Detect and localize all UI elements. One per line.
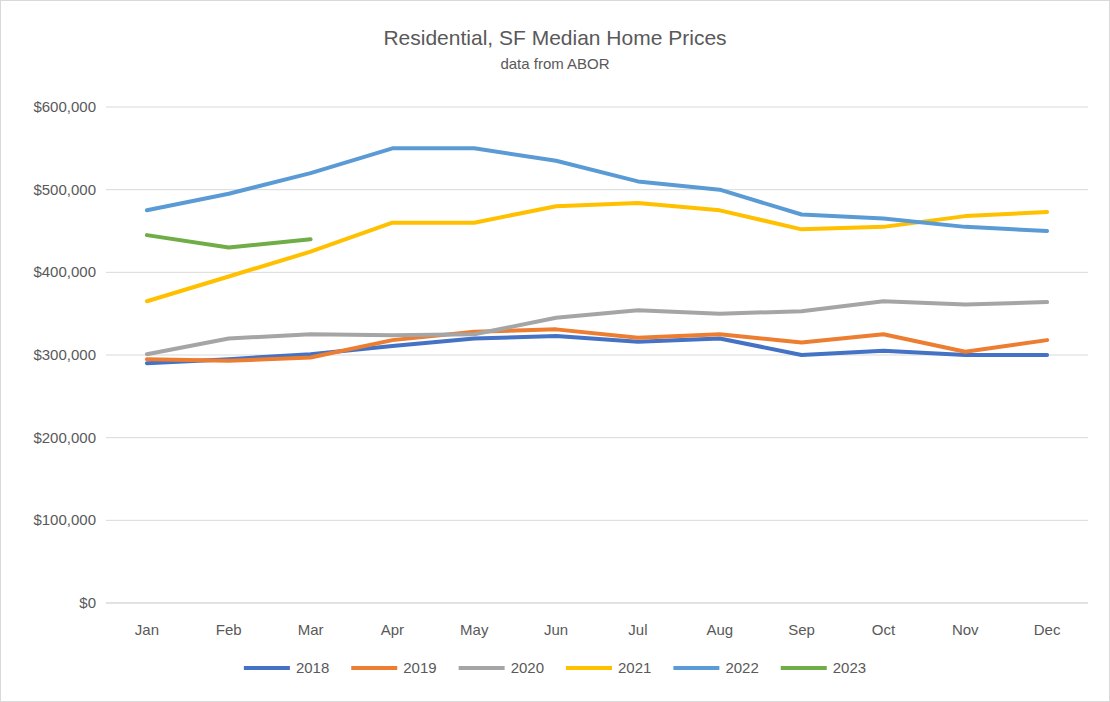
x-tick-label: Apr bbox=[381, 621, 404, 638]
x-axis-line bbox=[106, 603, 1088, 604]
series-line bbox=[147, 301, 1047, 354]
y-tick-label: $100,000 bbox=[33, 511, 96, 528]
x-tick-label: Jun bbox=[544, 621, 568, 638]
y-tick-label: $400,000 bbox=[33, 263, 96, 280]
chart-frame bbox=[1, 1, 1110, 702]
legend-item: 2018 bbox=[244, 659, 329, 676]
series-line bbox=[147, 148, 1047, 231]
subtitle: data from ABOR bbox=[500, 55, 609, 72]
x-tick-label: Mar bbox=[298, 621, 324, 638]
legend-swatch bbox=[351, 666, 397, 670]
legend-swatch bbox=[781, 666, 827, 670]
series-line bbox=[147, 235, 311, 247]
x-tick-label: Jul bbox=[628, 621, 647, 638]
legend-item: 2022 bbox=[673, 659, 758, 676]
legend-label: 2018 bbox=[296, 659, 329, 676]
legend-item: 2021 bbox=[566, 659, 651, 676]
legend-item: 2019 bbox=[351, 659, 436, 676]
plot-area bbox=[147, 148, 1047, 363]
grid-line bbox=[106, 437, 1088, 438]
legend-label: 2021 bbox=[618, 659, 651, 676]
x-tick-label: Sep bbox=[788, 621, 815, 638]
x-tick-label: Jan bbox=[135, 621, 159, 638]
grid-line bbox=[106, 272, 1088, 273]
legend-label: 2020 bbox=[511, 659, 544, 676]
grid-line bbox=[106, 107, 1088, 108]
legend-swatch bbox=[566, 666, 612, 670]
legend-label: 2019 bbox=[403, 659, 436, 676]
grid bbox=[106, 107, 1088, 603]
y-tick-label: $500,000 bbox=[33, 181, 96, 198]
grid-line bbox=[106, 520, 1088, 521]
legend: 2018 2019 2020 2021 2022 2023 bbox=[244, 659, 866, 676]
legend-label: 2023 bbox=[833, 659, 866, 676]
y-tick-label: $0 bbox=[79, 594, 96, 611]
series-line bbox=[147, 203, 1047, 301]
y-tick-label: $600,000 bbox=[33, 98, 96, 115]
legend-swatch bbox=[459, 666, 505, 670]
legend-swatch bbox=[244, 666, 290, 670]
title: Residential, SF Median Home Prices bbox=[383, 26, 726, 49]
y-tick-label: $300,000 bbox=[33, 346, 96, 363]
x-tick-label: May bbox=[460, 621, 489, 638]
x-tick-label: Nov bbox=[952, 621, 979, 638]
chart: Residential, SF Median Home Prices data f… bbox=[0, 0, 1110, 702]
legend-label: 2022 bbox=[725, 659, 758, 676]
legend-swatch bbox=[673, 666, 719, 670]
x-tick-label: Dec bbox=[1034, 621, 1061, 638]
x-tick-label: Aug bbox=[706, 621, 733, 638]
legend-item: 2020 bbox=[459, 659, 544, 676]
x-tick-label: Oct bbox=[872, 621, 896, 638]
y-tick-label: $200,000 bbox=[33, 429, 96, 446]
legend-item: 2023 bbox=[781, 659, 866, 676]
grid-line bbox=[106, 603, 1088, 604]
x-tick-label: Feb bbox=[216, 621, 242, 638]
